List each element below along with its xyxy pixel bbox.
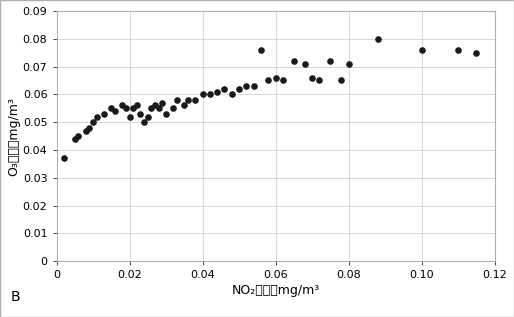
Point [125,114,134,119]
Point [454,47,462,52]
Point [472,50,481,55]
Point [133,103,141,108]
Point [129,106,137,111]
Point [155,106,163,111]
Point [271,75,280,80]
Point [144,114,152,119]
Point [344,61,353,66]
Point [206,92,214,97]
Point [301,61,309,66]
Y-axis label: O₃浓度，mg/m³: O₃浓度，mg/m³ [7,97,20,176]
Point [70,136,79,141]
Point [315,78,323,83]
Point [60,156,68,161]
Point [337,78,345,83]
Point [100,111,108,116]
Point [111,108,119,113]
Point [93,114,101,119]
Point [213,89,222,94]
Point [169,106,177,111]
Point [191,97,199,102]
Point [184,97,192,102]
Point [148,106,156,111]
Point [107,106,115,111]
Point [136,111,144,116]
Point [228,92,236,97]
Text: B: B [10,290,20,304]
Point [221,86,229,91]
Point [198,92,207,97]
Point [118,103,126,108]
Point [374,36,382,41]
Point [326,58,335,63]
Point [158,100,167,105]
Point [140,120,148,125]
Point [89,120,97,125]
Point [417,47,426,52]
Point [257,47,265,52]
Point [122,106,130,111]
Point [151,103,159,108]
Point [180,103,189,108]
Point [85,125,94,130]
Point [235,86,243,91]
Point [308,75,316,80]
Point [279,78,287,83]
Point [162,111,170,116]
Point [264,78,272,83]
Point [173,97,181,102]
Point [242,83,250,88]
X-axis label: NO₂浓度，mg/m³: NO₂浓度，mg/m³ [231,284,320,297]
Point [250,83,258,88]
Point [82,128,90,133]
Point [75,133,83,139]
Point [290,58,298,63]
